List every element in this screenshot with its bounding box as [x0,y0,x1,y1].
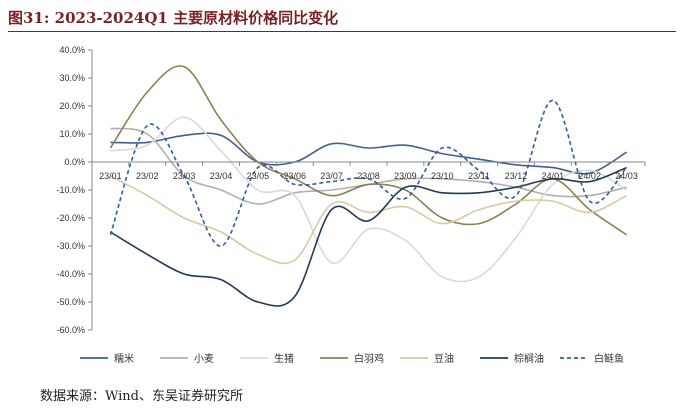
y-tick-label: -20.0% [56,213,85,223]
series-line-3 [109,65,628,236]
y-tick-label: -40.0% [56,269,85,279]
x-tick-label: 24/01 [542,171,565,181]
series-line-6 [109,99,628,247]
source-note: 数据来源：Wind、东吴证券研究所 [40,389,243,404]
y-tick-label: 30.0% [59,73,85,83]
x-tick-label: 23/04 [210,171,233,181]
legend-label-6: 白鲢鱼 [594,352,624,365]
legend-label-1: 小麦 [194,353,214,365]
y-axis: 40.0% 30.0% 20.0% 10.0% 0.0% -10.0% -20.0% -30.… [56,45,93,335]
series-line-4 [110,175,627,265]
title-divider [8,31,676,32]
x-tick-label: 23/08 [357,171,380,181]
series-lines [109,65,628,307]
x-tick-label: 23/10 [431,171,454,181]
y-tick-label: 20.0% [59,101,85,111]
line-chart: 40.0% 30.0% 20.0% 10.0% 0.0% -10.0% -20.0% -30.… [56,45,646,365]
x-tick-label: 23/03 [173,171,196,181]
legend-label-2: 生猪 [274,352,294,365]
x-tick-label: 24/03 [615,171,638,181]
legend: 糯米 小麦 生猪 白羽鸡 豆油 棕榈油 白鲢鱼 [80,352,624,365]
x-tick-label: 23/07 [320,171,343,181]
y-tick-label: 40.0% [59,45,85,55]
series-line-0 [110,132,628,175]
x-tick-label: 23/09 [394,171,417,181]
x-tick-label: 23/01 [99,171,122,181]
figure-title: 图31: 2023-2024Q1 主要原材料价格同比变化 [8,9,339,27]
y-tick-label: -30.0% [56,241,85,251]
y-tick-label: -10.0% [56,185,85,195]
x-tick-label: 23/11 [468,171,490,181]
series-line-2 [110,116,627,283]
x-tick-label: 23/05 [247,171,270,181]
y-tick-label: 0.0% [64,157,85,167]
x-tick-label: 23/06 [284,171,307,181]
y-tick-label: 10.0% [59,129,85,139]
x-axis: 23/01 23/02 23/03 23/04 23/05 23/06 23/07 23/08… [91,161,646,181]
legend-label-0: 糯米 [114,352,134,365]
legend-label-5: 棕榈油 [514,352,544,365]
x-tick-label: 24/02 [578,171,601,181]
y-tick-label: -60.0% [56,325,85,335]
series-line-5 [109,166,627,307]
series-line-1 [110,127,627,205]
y-tick-label: -50.0% [56,297,85,307]
x-tick-label: 23/02 [136,171,159,181]
legend-label-4: 豆油 [434,352,454,365]
x-tick-label: 23/12 [505,171,528,181]
legend-label-3: 白羽鸡 [354,352,384,365]
